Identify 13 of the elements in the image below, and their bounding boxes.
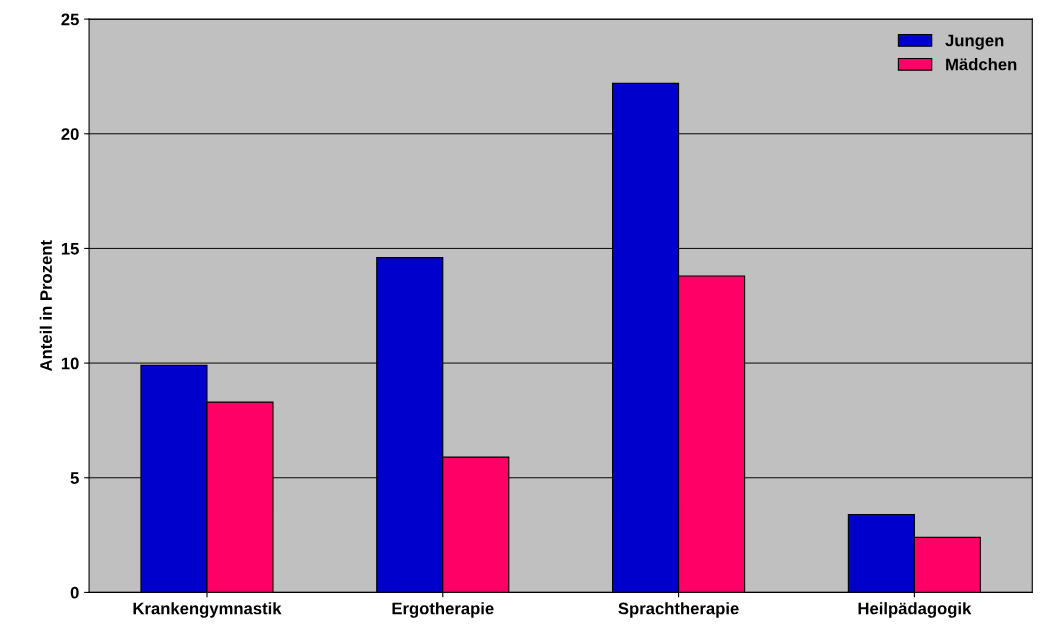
legend-label: Jungen [945,34,1004,50]
y-tick-label: 20 [61,128,79,140]
y-axis-title: Anteil in Prozent [39,240,52,372]
x-tick-label: Sprachtherapie [618,602,739,618]
legend-label: Mädchen [946,58,1017,71]
y-tick-label: 25 [61,13,79,26]
x-tick-label: Ergotherapie [392,602,494,618]
y-tick-label: 15 [61,243,79,255]
x-tick-label: Krankengymnastik [133,602,282,618]
y-tick-label: 5 [70,472,79,484]
y-tick-label: 0 [70,586,79,599]
x-tick-label: Heilpädagogik [858,602,972,618]
y-tick-label: 10 [61,357,79,370]
